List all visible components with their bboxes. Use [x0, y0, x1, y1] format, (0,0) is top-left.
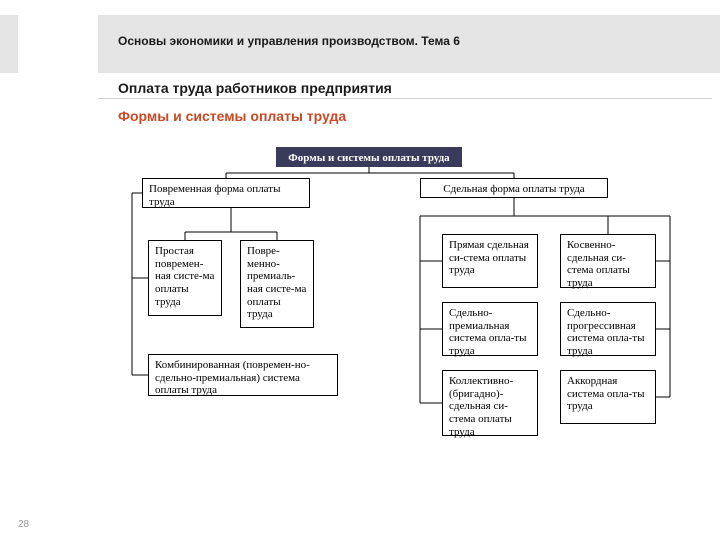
diagram: Формы и системы оплаты труда Повременная… — [0, 140, 720, 530]
node-direct-piece: Прямая сдельная си-стема оплаты труда — [442, 234, 538, 288]
slide: Основы экономики и управления производст… — [0, 0, 720, 540]
page-title: Оплата труда работников предприятия — [118, 80, 392, 96]
node-collective-piece: Коллективно-(бригадно)-сдельная си-стема… — [442, 370, 538, 436]
node-root: Формы и системы оплаты труда — [276, 147, 462, 167]
node-indirect-piece: Косвенно-сдельная си-стема оплаты труда — [560, 234, 656, 288]
node-time-form: Повременная форма оплаты труда — [142, 178, 310, 208]
node-piece-form: Сдельная форма оплаты труда — [420, 178, 608, 198]
node-simple-time: Простая повремен-ная систе-ма оплаты тру… — [148, 240, 222, 316]
logo-placeholder — [18, 15, 98, 73]
node-combined: Комбинированная (повремен-но-сдельно-пре… — [148, 354, 338, 396]
node-piece-bonus: Сдельно-премиальная система опла-ты труд… — [442, 302, 538, 356]
node-piece-progressive: Сдельно-прогрессивная система опла-ты тр… — [560, 302, 656, 356]
breadcrumb: Основы экономики и управления производст… — [118, 34, 460, 48]
node-time-bonus: Повре-менно-премиаль-ная систе-ма оплаты… — [240, 240, 314, 328]
divider — [98, 98, 712, 99]
node-accord: Аккордная система опла-ты труда — [560, 370, 656, 424]
subtitle: Формы и системы оплаты труда — [118, 108, 346, 124]
